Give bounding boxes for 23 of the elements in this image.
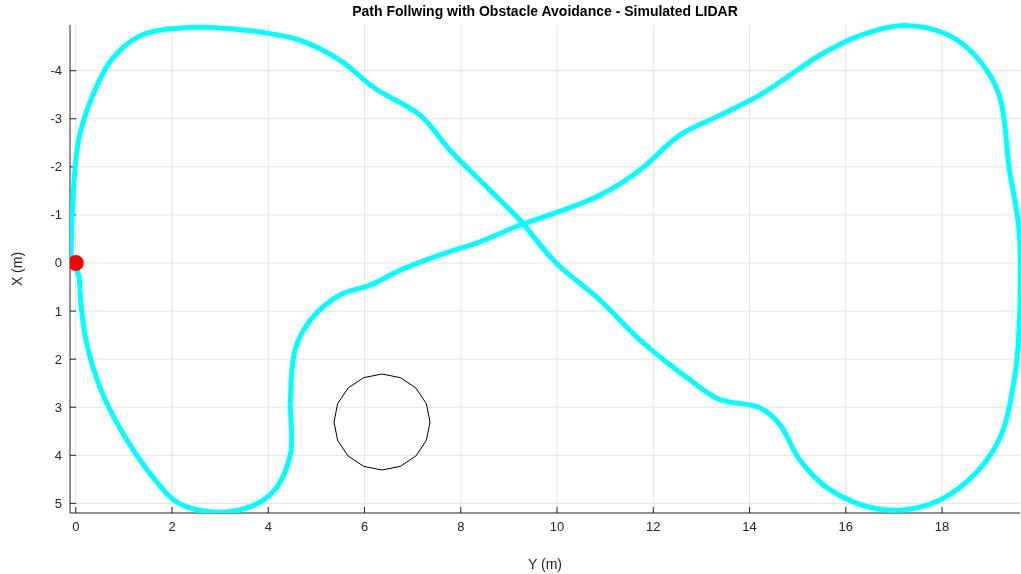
x-tick-label: 8: [457, 519, 465, 534]
y-tick-label: -2: [50, 159, 62, 175]
y-tick-label: -1: [50, 207, 62, 223]
y-tick-label: -4: [50, 63, 62, 79]
x-tick-label: 2: [168, 519, 176, 534]
x-tick-label: 4: [264, 519, 272, 534]
x-tick-label: 12: [646, 519, 661, 534]
x-tick-label: 6: [360, 519, 369, 534]
y-tick-label: 1: [54, 303, 62, 319]
y-tick-label: 2: [54, 351, 62, 367]
x-tick-label: 14: [742, 519, 757, 534]
y-axis-title: X (m): [9, 251, 25, 287]
x-tick-label: 0: [72, 519, 80, 534]
y-tick-label: -3: [50, 111, 62, 127]
y-tick-label: 4: [54, 447, 62, 463]
y-tick-label: 0: [54, 255, 62, 271]
x-tick-label: 10: [549, 519, 565, 534]
y-tick-label: 5: [54, 495, 62, 511]
y-tick-label: 3: [54, 399, 62, 415]
chart-title: Path Follwing with Obstacle Avoidance - Simulated LIDAR: [352, 3, 738, 19]
x-tick-label: 18: [934, 519, 950, 534]
x-tick-label: 16: [838, 519, 854, 534]
x-axis-title: Y (m): [528, 556, 562, 572]
